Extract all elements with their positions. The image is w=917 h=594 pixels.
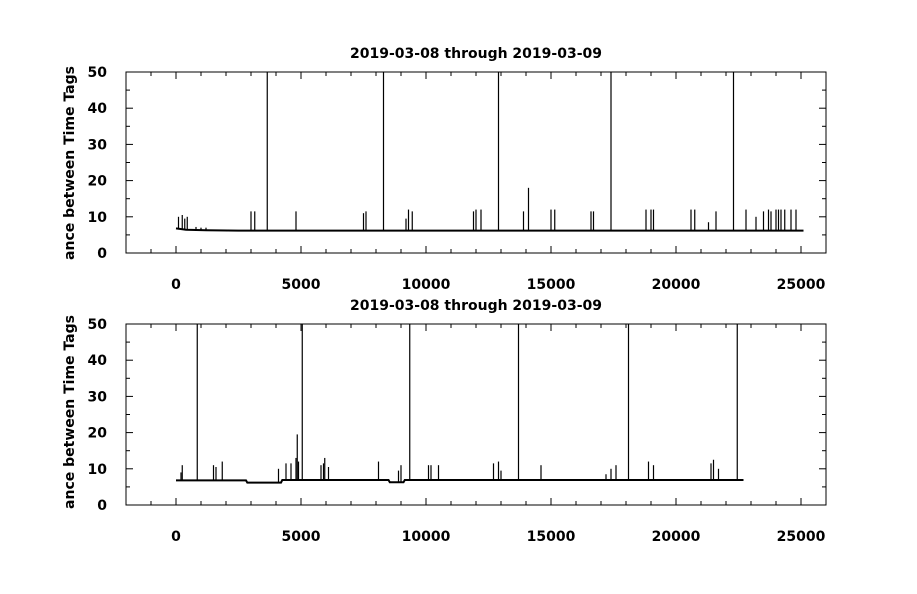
y-tick-label: 50: [88, 65, 108, 81]
plot-area: 0 10 20 30 40 50 0 5000 10000 15000 20000 25000: [88, 317, 827, 545]
y-tick-label: 30: [88, 137, 108, 153]
series-line: [176, 479, 744, 484]
y-tick-label: 20: [88, 426, 108, 442]
y-tick-label: 40: [88, 101, 108, 117]
x-tick-label: 25000: [777, 277, 826, 293]
x-tick-label: 0: [171, 529, 181, 545]
x-tick-label: 15000: [527, 277, 576, 293]
plot-area: 0 10 20 30 40 50 0 5000 10000 15000 20000 25000: [88, 65, 827, 293]
y-tick-label: 0: [97, 498, 107, 514]
y-tick-label: 0: [97, 246, 107, 262]
plot-frame: [125, 323, 827, 506]
x-tick-label: 5000: [282, 529, 321, 545]
x-tick-label: 25000: [777, 529, 826, 545]
x-tick-label: 0: [171, 277, 181, 293]
x-tick-label: 10000: [402, 529, 451, 545]
x-tick-label: 20000: [652, 529, 701, 545]
chart-title: 2019-03-08 through 2019-03-09: [350, 298, 602, 314]
x-tick-label: 20000: [652, 277, 701, 293]
x-tick-label: 10000: [402, 277, 451, 293]
y-axis-label: ance between Time Tags: [62, 66, 78, 260]
y-tick-label: 50: [88, 317, 108, 333]
y-tick-label: 30: [88, 389, 108, 405]
chart-bottom: 2019-03-08 through 2019-03-09 ance betwe…: [62, 298, 827, 545]
chart-title: 2019-03-08 through 2019-03-09: [350, 46, 602, 62]
y-tick-label: 10: [88, 462, 108, 478]
x-tick-label: 5000: [282, 277, 321, 293]
y-tick-label: 10: [88, 210, 108, 226]
chart-top: 2019-03-08 through 2019-03-09 ance betwe…: [62, 46, 827, 293]
y-axis-label: ance between Time Tags: [62, 315, 78, 509]
series-line: [175, 227, 804, 232]
y-tick-label: 20: [88, 174, 108, 190]
x-tick-label: 15000: [527, 529, 576, 545]
y-tick-label: 40: [88, 353, 108, 369]
